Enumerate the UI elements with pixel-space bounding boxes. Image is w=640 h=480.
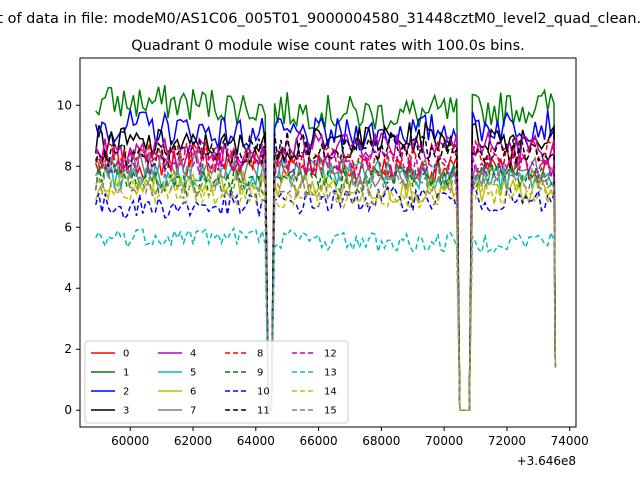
legend-label-2: 2 [123,387,129,398]
x-tick-label: 72000 [488,434,526,448]
series-line-8 [95,137,557,411]
x-tick-label: 74000 [551,434,589,448]
series-line-13 [95,226,557,411]
chart-title: Quadrant 0 module wise count rates with … [131,38,525,54]
series-line-4 [95,129,557,411]
x-tick-label: 62000 [174,434,212,448]
legend-box [84,340,349,424]
legend-label-11: 11 [257,406,270,417]
legend-label-9: 9 [257,368,263,379]
x-tick-label: 60000 [111,434,149,448]
chart-suptitle: Plot of data in file: modeM0/AS1C06_005T… [0,11,640,27]
x-tick-label: 66000 [299,434,337,448]
legend-label-7: 7 [190,406,196,417]
y-tick-label: 4 [64,281,72,295]
series-line-15 [94,167,557,411]
y-tick-label: 0 [64,403,72,417]
axes-layer: 60000 62000 64000 66000 68000 70000 72000 74000… [57,98,589,448]
legend-label-0: 0 [123,349,129,360]
legend-label-1: 1 [123,368,129,379]
legend-label-5: 5 [190,368,196,379]
legend-label-3: 3 [123,406,129,417]
legend-label-15: 15 [324,406,337,417]
series-line-7 [95,150,557,411]
x-offset-label: +3.646e8 [517,454,576,468]
x-tick-label: 68000 [362,434,400,448]
x-tick-label: 70000 [425,434,463,448]
series-line-10 [94,185,557,411]
y-tick-label: 8 [64,159,72,173]
series-line-11 [95,130,557,411]
plot-frame [79,57,577,428]
legend-label-14: 14 [324,387,337,398]
series-line-1 [95,84,557,411]
legend-label-10: 10 [257,387,270,398]
legend-label-4: 4 [190,349,196,360]
y-tick-label: 6 [64,220,72,234]
y-tick-label: 2 [64,342,72,356]
series-line-2 [94,109,557,411]
series-layer [94,84,557,411]
y-tick-label: 10 [57,98,72,112]
legend-label-12: 12 [324,349,337,360]
legend-label-13: 13 [324,368,337,379]
series-line-12 [95,143,557,411]
legend-label-8: 8 [257,349,263,360]
legend-label-6: 6 [190,387,196,398]
x-tick-label: 64000 [237,434,275,448]
